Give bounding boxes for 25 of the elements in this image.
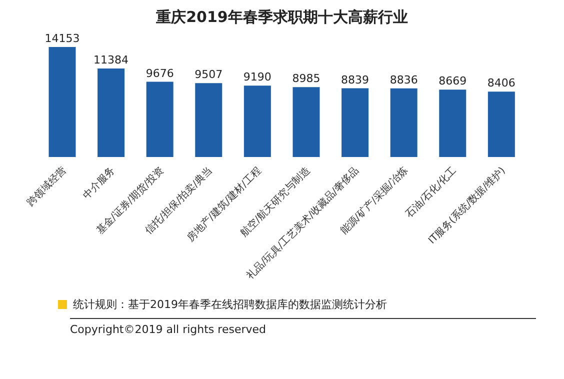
bar (48, 47, 76, 157)
data-label: 8836 (390, 73, 418, 86)
data-label: 9676 (146, 66, 174, 80)
data-label: 9190 (243, 70, 272, 84)
x-tick-label: 跨领域经营 (24, 164, 69, 208)
data-label: 8839 (341, 73, 370, 86)
text: 统计规则：基于2019年春季在线招聘数据库的数据监测统计分析 (73, 297, 387, 312)
data-label: 8985 (292, 72, 320, 86)
bar (342, 88, 369, 157)
x-tick-label: 中介服务 (80, 164, 118, 202)
bar (195, 83, 222, 157)
data-label: 8406 (487, 76, 516, 90)
data-label: 9507 (194, 68, 223, 82)
bar (439, 90, 466, 157)
data-label: 11384 (94, 54, 129, 67)
text: Copyright©2019 all rights reserved (70, 318, 536, 336)
bar (488, 92, 515, 157)
data-label: 8669 (438, 74, 467, 88)
chart-title: 重庆2019年春季求职期十大高薪行业 (155, 8, 409, 27)
bar (98, 68, 125, 157)
bar (292, 87, 320, 157)
bar (390, 88, 418, 157)
bar (244, 86, 271, 157)
bar (146, 82, 174, 157)
data-label: 14153 (44, 32, 80, 45)
